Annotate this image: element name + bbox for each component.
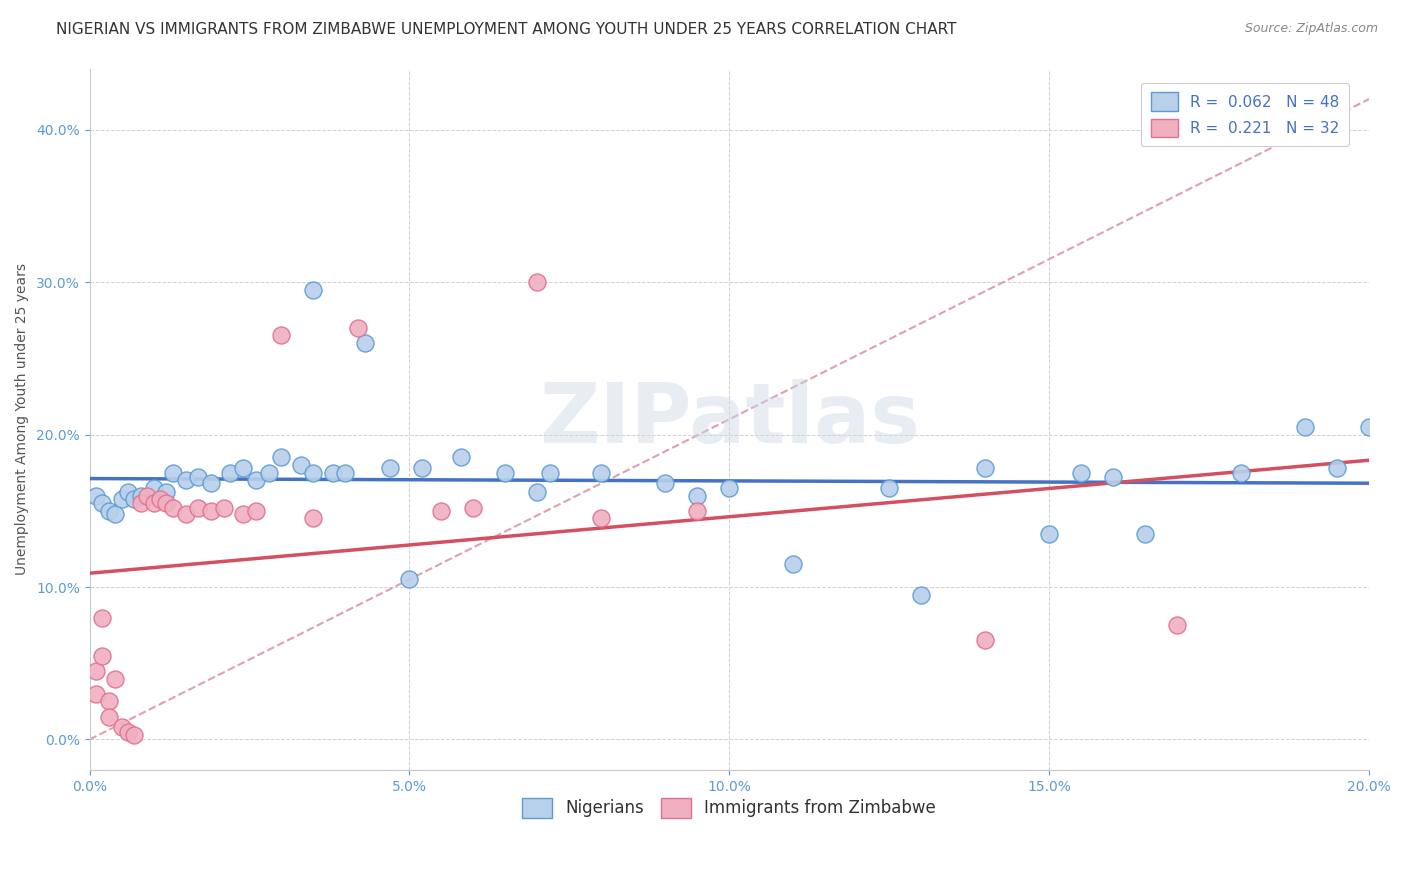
Point bbox=[1230, 466, 1253, 480]
Point bbox=[270, 450, 292, 465]
Point bbox=[97, 694, 120, 708]
Point bbox=[1038, 526, 1060, 541]
Point bbox=[91, 610, 114, 624]
Point bbox=[450, 450, 472, 465]
Point bbox=[494, 466, 516, 480]
Point bbox=[110, 720, 132, 734]
Point bbox=[1294, 420, 1316, 434]
Point bbox=[162, 500, 184, 515]
Point bbox=[124, 491, 146, 506]
Point bbox=[463, 500, 485, 515]
Point bbox=[686, 489, 709, 503]
Point bbox=[718, 481, 741, 495]
Point bbox=[398, 573, 420, 587]
Text: Source: ZipAtlas.com: Source: ZipAtlas.com bbox=[1244, 22, 1378, 36]
Point bbox=[877, 481, 900, 495]
Y-axis label: Unemployment Among Youth under 25 years: Unemployment Among Youth under 25 years bbox=[15, 263, 30, 575]
Point bbox=[104, 507, 127, 521]
Point bbox=[538, 466, 561, 480]
Point bbox=[219, 466, 242, 480]
Text: ZIPatlas: ZIPatlas bbox=[538, 379, 920, 459]
Point bbox=[1326, 461, 1348, 475]
Point bbox=[91, 496, 114, 510]
Point bbox=[84, 664, 107, 678]
Point bbox=[270, 328, 292, 343]
Point bbox=[232, 507, 254, 521]
Point bbox=[232, 461, 254, 475]
Point bbox=[104, 672, 127, 686]
Point bbox=[212, 500, 235, 515]
Point bbox=[129, 489, 152, 503]
Point bbox=[245, 473, 267, 487]
Point bbox=[322, 466, 344, 480]
Point bbox=[174, 507, 197, 521]
Point bbox=[84, 489, 107, 503]
Legend: Nigerians, Immigrants from Zimbabwe: Nigerians, Immigrants from Zimbabwe bbox=[516, 791, 943, 825]
Point bbox=[591, 466, 613, 480]
Point bbox=[142, 481, 165, 495]
Point bbox=[162, 466, 184, 480]
Point bbox=[411, 461, 433, 475]
Point bbox=[117, 485, 139, 500]
Point bbox=[591, 511, 613, 525]
Point bbox=[257, 466, 280, 480]
Point bbox=[1102, 470, 1125, 484]
Point bbox=[380, 461, 402, 475]
Point bbox=[910, 588, 932, 602]
Point bbox=[353, 336, 375, 351]
Point bbox=[187, 500, 209, 515]
Point bbox=[129, 496, 152, 510]
Point bbox=[526, 275, 548, 289]
Point bbox=[1358, 420, 1381, 434]
Point bbox=[97, 709, 120, 723]
Point bbox=[136, 489, 159, 503]
Point bbox=[782, 557, 804, 571]
Point bbox=[200, 476, 222, 491]
Point bbox=[155, 496, 177, 510]
Point bbox=[97, 504, 120, 518]
Point bbox=[149, 491, 172, 506]
Point bbox=[1070, 466, 1092, 480]
Point bbox=[302, 466, 325, 480]
Point bbox=[155, 485, 177, 500]
Point bbox=[526, 485, 548, 500]
Point bbox=[430, 504, 453, 518]
Point bbox=[124, 728, 146, 742]
Point bbox=[117, 724, 139, 739]
Point bbox=[302, 511, 325, 525]
Text: NIGERIAN VS IMMIGRANTS FROM ZIMBABWE UNEMPLOYMENT AMONG YOUTH UNDER 25 YEARS COR: NIGERIAN VS IMMIGRANTS FROM ZIMBABWE UNE… bbox=[56, 22, 956, 37]
Point bbox=[290, 458, 312, 472]
Point bbox=[174, 473, 197, 487]
Point bbox=[335, 466, 357, 480]
Point bbox=[110, 491, 132, 506]
Point bbox=[91, 648, 114, 663]
Point bbox=[974, 461, 997, 475]
Point bbox=[187, 470, 209, 484]
Point bbox=[686, 504, 709, 518]
Point bbox=[1166, 618, 1188, 632]
Point bbox=[245, 504, 267, 518]
Point bbox=[654, 476, 676, 491]
Point bbox=[302, 283, 325, 297]
Point bbox=[974, 633, 997, 648]
Point bbox=[347, 320, 370, 334]
Point bbox=[1135, 526, 1157, 541]
Point bbox=[200, 504, 222, 518]
Point bbox=[84, 687, 107, 701]
Point bbox=[142, 496, 165, 510]
